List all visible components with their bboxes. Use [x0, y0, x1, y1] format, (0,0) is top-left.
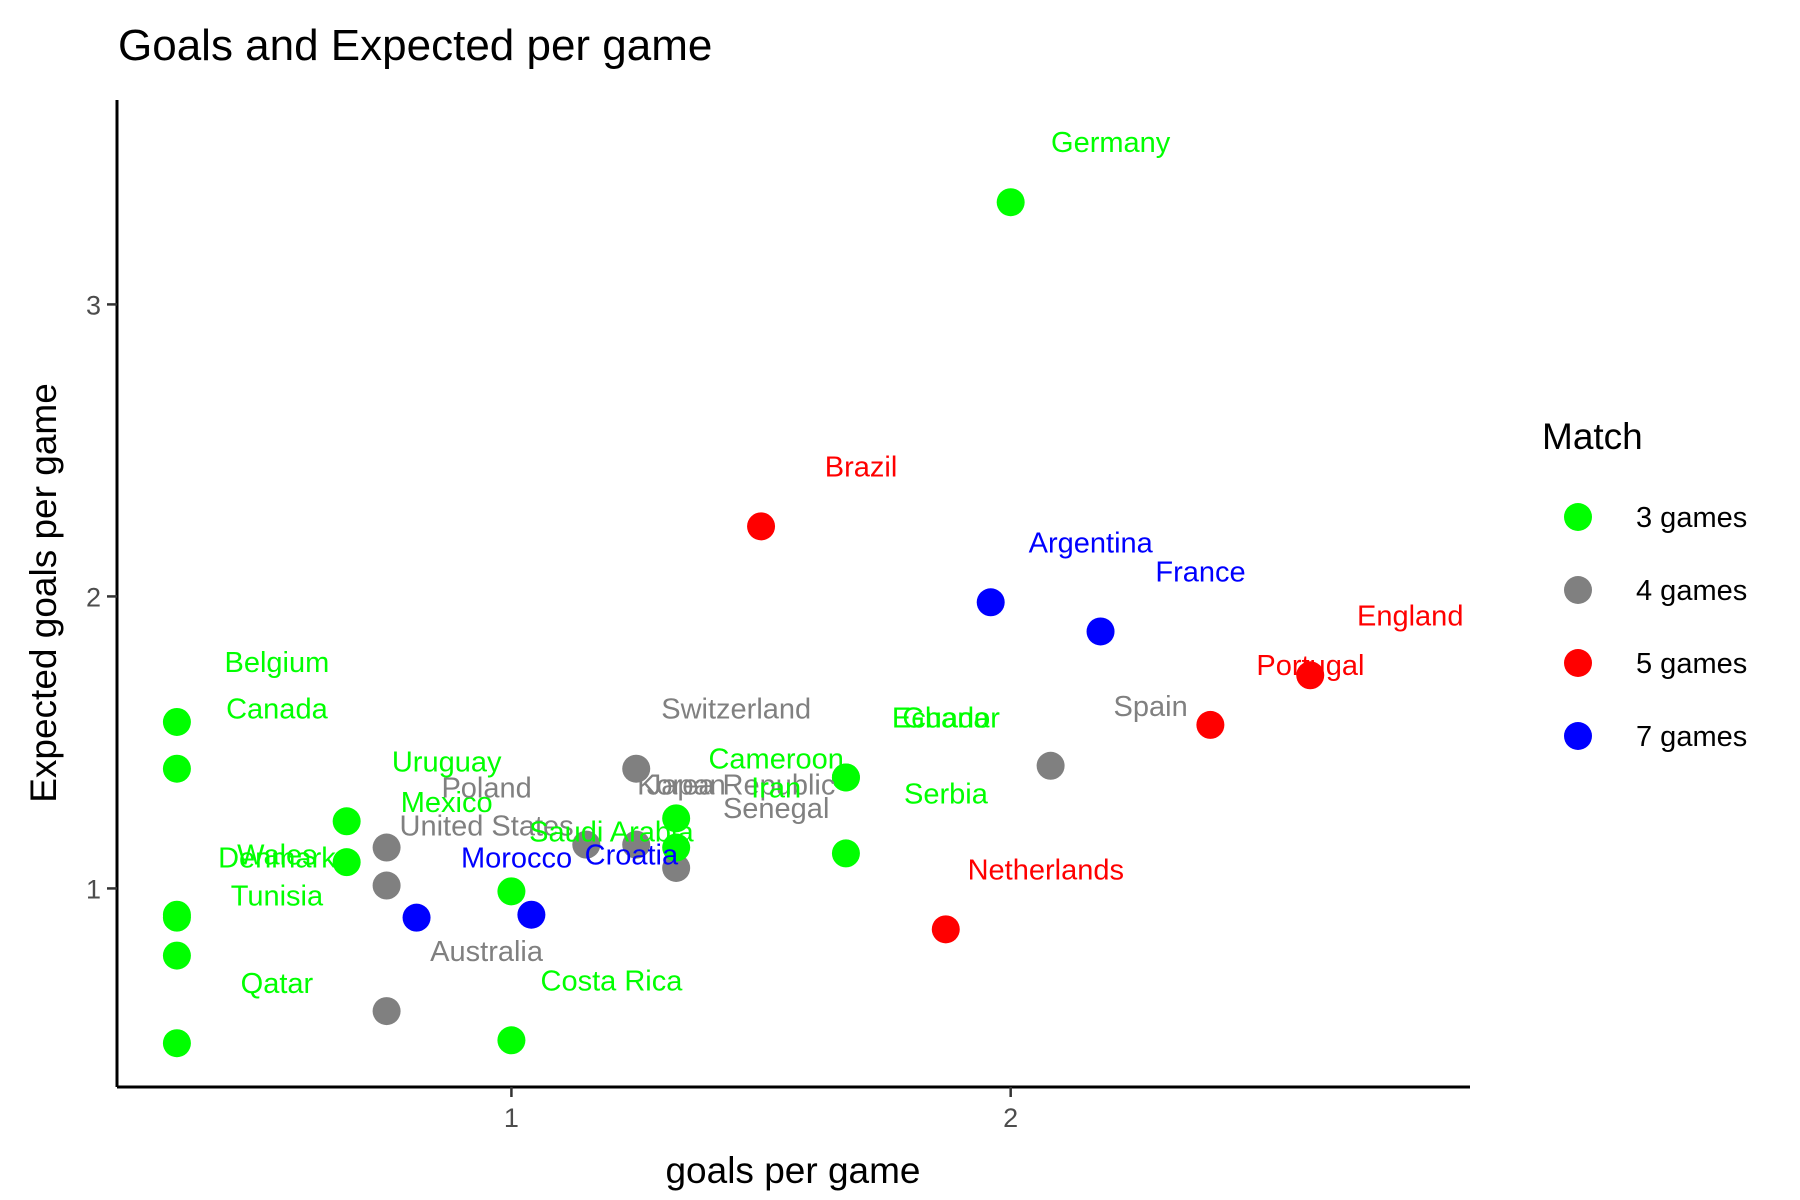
point-saudi-arabia: [497, 877, 526, 906]
point-label-denmark: Denmark: [218, 843, 336, 875]
point-england: [1296, 661, 1325, 690]
point-qatar: [162, 1029, 191, 1058]
point-label-brazil: Brazil: [825, 451, 898, 483]
legend-label-4-games: 4 games: [1636, 575, 1747, 607]
point-iran: [662, 833, 691, 862]
point-label-costa-rica: Costa Rica: [541, 965, 684, 997]
point-belgium: [162, 707, 191, 736]
point-label-serbia: Serbia: [904, 778, 989, 810]
point-poland: [372, 833, 401, 862]
point-label-poland: Poland: [441, 773, 531, 805]
point-switzerland: [622, 754, 651, 783]
y-tick-label: 1: [86, 874, 101, 904]
point-label-qatar: Qatar: [241, 968, 314, 1000]
point-brazil: [747, 512, 776, 541]
point-label-spain: Spain: [1114, 691, 1188, 723]
x-axis-title: goals per game: [665, 1150, 920, 1191]
x-tick-label: 2: [1003, 1103, 1018, 1133]
point-label-argentina: Argentina: [1029, 527, 1154, 559]
y-axis-ticks: 1 2 3: [86, 290, 117, 904]
point-label-wales: Wales: [237, 840, 317, 872]
point-costa-rica: [497, 1026, 526, 1055]
point-germany: [996, 188, 1025, 217]
chart-title: Goals and Expected per game: [118, 21, 712, 70]
point-label-canada: Canada: [226, 694, 328, 726]
point-netherlands: [931, 915, 960, 944]
point-united-states: [372, 871, 401, 900]
point-france: [1086, 617, 1115, 646]
point-label-korea-republic: Korea Republic: [637, 770, 835, 802]
legend-key-5-games: [1564, 649, 1592, 677]
point-label-uruguay: Uruguay: [392, 746, 502, 778]
point-label-croatia: Croatia: [585, 840, 679, 872]
point-uruguay: [332, 807, 361, 836]
point-tunisia: [162, 941, 191, 970]
point-morocco: [402, 903, 431, 932]
y-tick-label: 3: [86, 290, 101, 320]
legend-key-4-games: [1564, 576, 1592, 604]
point-label-australia: Australia: [430, 936, 544, 968]
point-cameroon: [662, 804, 691, 833]
y-axis-title: Expected goals per game: [23, 383, 64, 803]
point-serbia: [831, 839, 860, 868]
legend-label-3-games: 3 games: [1636, 502, 1747, 534]
y-tick-label: 2: [86, 582, 101, 612]
legend-key-7-games: [1564, 722, 1592, 750]
point-label-switzerland: Switzerland: [661, 694, 811, 726]
point-croatia: [517, 900, 546, 929]
point-denmark: [162, 903, 191, 932]
legend-label-7-games: 7 games: [1636, 721, 1747, 753]
point-argentina: [976, 588, 1005, 617]
legend-key-3-games: [1564, 503, 1592, 531]
point-label-england: England: [1357, 600, 1463, 632]
point-mexico: [332, 848, 361, 877]
point-label-morocco: Morocco: [461, 843, 572, 875]
point-australia: [372, 997, 401, 1026]
point-label-japan: Japan: [647, 770, 726, 802]
point-label-ghana: Ghana: [902, 702, 990, 734]
point-label-united-states: United States: [400, 811, 574, 843]
point-label-ecuador: Ecuador: [892, 702, 1000, 734]
point-japan: [572, 830, 601, 859]
point-spain: [1036, 751, 1065, 780]
point-canada: [162, 754, 191, 783]
point-label-cameroon: Cameroon: [708, 743, 843, 775]
legend: Match 3 games 4 games 5 games 7 games: [1542, 416, 1747, 753]
point-label-netherlands: Netherlands: [968, 854, 1124, 886]
point-label-iran: Iran: [751, 773, 801, 805]
legend-label-5-games: 5 games: [1636, 648, 1747, 680]
point-label-portugal: Portugal: [1256, 650, 1364, 682]
point-label-senegal: Senegal: [723, 793, 829, 825]
point-ghana: [831, 763, 860, 792]
point-label-belgium: Belgium: [225, 647, 330, 679]
x-tick-label: 1: [504, 1103, 519, 1133]
point-korea-republic: [622, 830, 651, 859]
point-label-germany: Germany: [1051, 127, 1171, 159]
point-label-france: France: [1155, 556, 1245, 588]
point-senegal: [662, 853, 691, 882]
point-label-tunisia: Tunisia: [231, 881, 324, 913]
point-label-mexico: Mexico: [401, 787, 493, 819]
point-label-saudi-arabia: Saudi Arabia: [529, 816, 694, 848]
legend-title: Match: [1542, 416, 1643, 457]
point-portugal: [1196, 710, 1225, 739]
